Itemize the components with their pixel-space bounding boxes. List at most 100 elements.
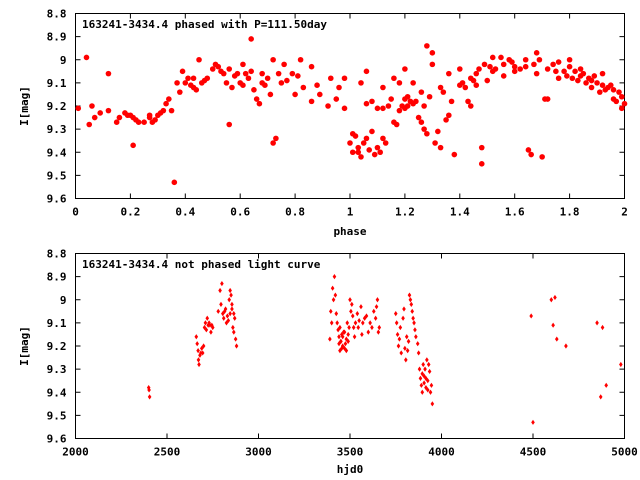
data-point (425, 387, 430, 393)
data-point (410, 308, 415, 314)
data-point (371, 151, 378, 158)
axis-ticks: 0 0.2 0.4 0.6 0.8 1 1.2 1.4 1.6 1.8 2 8.8 8.9 9 9.1 9.2… (47, 8, 628, 219)
data-point (428, 389, 433, 395)
x-tick-label: 4500 (520, 446, 547, 459)
data-point (278, 80, 285, 86)
data-point (408, 297, 413, 303)
data-point (146, 112, 153, 119)
data-point (221, 315, 226, 321)
data-point (363, 100, 370, 107)
y-tick-label: 9 (60, 294, 67, 307)
data-point (467, 103, 474, 109)
x-tick-label: 3500 (337, 446, 364, 459)
data-point (357, 317, 361, 324)
data-point (205, 315, 210, 321)
data-point (621, 100, 628, 107)
data-point (163, 100, 169, 107)
data-point (284, 77, 290, 84)
data-point (402, 306, 406, 312)
data-point (248, 36, 254, 42)
data-point (377, 149, 383, 156)
data-point (215, 63, 222, 70)
data-point (349, 149, 356, 156)
x-tick-label: 3000 (245, 446, 272, 459)
data-point (476, 66, 482, 72)
data-point (604, 382, 608, 388)
axis-ticks: 2000 2500 3000 3500 4000 4500 5000 8.8 8.9 9 9.1 9.… (47, 248, 638, 459)
x-tick-label: 0.2 (120, 206, 140, 219)
data-point (446, 112, 452, 119)
data-point (179, 68, 186, 75)
data-point (374, 105, 381, 112)
data-point (193, 87, 200, 93)
data-point (413, 327, 417, 333)
data-point (341, 75, 348, 82)
data-point (337, 334, 341, 340)
data-point (451, 151, 458, 158)
data-point (227, 297, 232, 303)
data-point (599, 70, 606, 77)
data-point (190, 75, 197, 82)
data-point (350, 313, 355, 319)
data-point (423, 366, 427, 372)
data-point (226, 121, 233, 128)
data-point (598, 394, 603, 400)
chart-title: 163241-3434.4 phased with P=111.50day (82, 18, 327, 31)
data-point (426, 93, 433, 100)
x-tick-label: 0.6 (230, 206, 250, 219)
data-point (399, 350, 404, 356)
data-point (341, 105, 348, 112)
data-point (509, 59, 515, 65)
data-point (267, 91, 274, 98)
data-point (374, 144, 381, 151)
data-point (152, 117, 158, 123)
data-point (356, 324, 361, 331)
data-point (525, 147, 532, 153)
data-point (424, 130, 430, 137)
data-point (492, 66, 499, 72)
data-point (242, 70, 249, 77)
data-point (462, 84, 469, 91)
data-point (347, 324, 351, 331)
data-point (564, 343, 568, 349)
data-point (147, 394, 152, 400)
data-point (344, 336, 349, 342)
data-point (328, 308, 333, 314)
data-point (358, 80, 364, 86)
data-point (240, 61, 246, 68)
data-point (360, 331, 364, 338)
data-point (591, 73, 598, 79)
data-point (411, 315, 415, 321)
data-point (130, 142, 136, 149)
data-point (409, 301, 414, 307)
data-point (226, 66, 233, 72)
data-point (404, 334, 409, 340)
data-point (396, 343, 401, 349)
data-point (333, 292, 338, 298)
data-point (346, 338, 350, 344)
data-point (348, 297, 352, 303)
data-point (425, 357, 429, 363)
data-point (413, 98, 419, 105)
data-point (406, 338, 411, 344)
data-point (550, 61, 556, 68)
data-point (219, 301, 223, 307)
y-tick-label: 9.2 (47, 340, 67, 353)
data-point (377, 324, 382, 331)
x-tick-label: 5000 (611, 446, 638, 459)
data-point (549, 297, 554, 303)
data-point (414, 334, 418, 340)
data-point (416, 350, 421, 356)
x-tick-label: 0 (72, 206, 79, 219)
data-point (308, 98, 315, 105)
data-point (233, 336, 238, 342)
data-point (448, 98, 455, 105)
data-point (561, 68, 567, 75)
chart-title: 163241-3434.4 not phased light curve (82, 258, 321, 271)
data-point (199, 350, 203, 356)
data-point (577, 73, 584, 79)
x-tick-label: 1 (347, 206, 354, 219)
data-point (210, 324, 215, 331)
data-point (393, 311, 398, 317)
